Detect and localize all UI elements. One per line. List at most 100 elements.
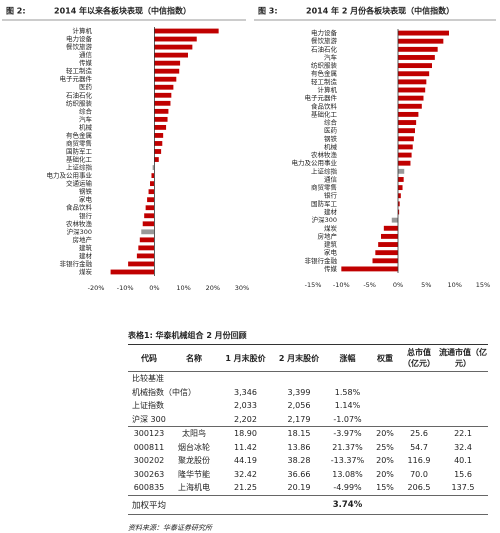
category-label: 餐饮旅游 — [66, 42, 93, 51]
cell: -4.99% — [333, 483, 362, 493]
x-tick-label: 20% — [206, 284, 220, 292]
bar — [138, 245, 155, 251]
category-label: 商贸零售 — [66, 138, 92, 147]
cell: -1.07% — [333, 414, 362, 424]
category-label: 家电 — [79, 195, 93, 204]
category-label: 电力设备 — [311, 28, 338, 37]
cell: 21.25 — [234, 483, 257, 493]
cell — [400, 399, 438, 413]
cell: 300263 — [133, 469, 165, 479]
bar — [398, 79, 427, 85]
category-label: 通信 — [79, 50, 93, 59]
bar — [154, 149, 162, 154]
bar — [383, 225, 398, 231]
cell: 3,399 — [287, 387, 311, 397]
row: 代码 名称 1 月末股价 2 月末股价 涨幅 权重 总市值（亿元） 流通市值（亿元） — [128, 345, 488, 372]
bar — [154, 68, 180, 74]
cell: 聚龙股份 — [178, 456, 210, 466]
row: 上证指数 2,033 2,056 1.14% — [128, 399, 488, 413]
bar — [128, 261, 155, 267]
row: 机械指数（中信） 3,346 3,399 1.58% — [128, 386, 488, 400]
bar — [398, 201, 400, 207]
category-label: 纺织服装 — [66, 98, 93, 107]
bar — [398, 46, 438, 52]
cell: 加权平均 — [128, 494, 325, 515]
category-label: 上证综指 — [311, 166, 338, 175]
cell — [370, 494, 400, 515]
category-label: 国防军工 — [66, 147, 93, 156]
cell: 太阳鸟 — [170, 426, 218, 441]
category-label: 基础化工 — [66, 155, 93, 164]
bar — [154, 28, 219, 34]
bar — [154, 157, 159, 162]
bar — [154, 60, 181, 66]
category-label: 银行 — [324, 191, 338, 200]
header-cell: 名称 — [170, 345, 218, 372]
bar — [398, 193, 401, 199]
cell: 70.0 — [410, 469, 428, 479]
bar — [398, 160, 411, 166]
cell: 38.28 — [287, 456, 311, 466]
row: 600835 上海机电 21.25 20.19 -4.99% 15% 206.5 137.5 — [128, 481, 488, 495]
bar — [398, 87, 426, 93]
bar — [142, 221, 155, 227]
cell: 21.37% — [332, 442, 363, 452]
cell: 25.6 — [400, 426, 438, 441]
x-tick-label: 10% — [176, 284, 190, 292]
bar — [398, 128, 415, 134]
cell: 3.74% — [325, 494, 370, 515]
cell — [370, 413, 400, 427]
table-section: 表格1: 华泰机械组合 2 月份回顾 代码 名称 1 月末股价 2 月末股价 涨幅 权重总… — [128, 330, 488, 533]
cell: 32.42 — [234, 469, 257, 479]
category-label: 机械 — [79, 122, 93, 131]
category-label: 医药 — [79, 82, 93, 91]
category-label: 计算机 — [73, 26, 93, 35]
category-label: 食品饮料 — [66, 203, 93, 212]
header-cell: 总市值（亿元） — [400, 345, 438, 372]
bar — [151, 173, 155, 179]
cell: 隆华节能 — [178, 469, 210, 479]
cell: 20% — [370, 426, 400, 441]
cell: 上证指数 — [132, 401, 164, 411]
cell: 18.90 — [218, 426, 273, 441]
cell: 54.7 — [410, 442, 428, 452]
category-label: 交通运输 — [66, 179, 93, 188]
x-tick-label: -10% — [333, 281, 350, 289]
cell: 1.58% — [334, 387, 361, 397]
row: 比较基准 — [128, 372, 488, 386]
cell: 116.9 — [407, 456, 431, 466]
category-label: 有色金属 — [66, 130, 92, 139]
cell: 600835 — [133, 483, 165, 493]
cell: 206.5 — [407, 483, 431, 493]
category-label: 医药 — [324, 126, 338, 135]
category-label: 汽车 — [324, 52, 338, 61]
cell: 25% — [376, 442, 394, 452]
header-cell: 流通市值（亿元） — [438, 345, 488, 372]
bar — [154, 92, 172, 98]
row: 000811 烟台冰轮 11.42 13.86 21.37% 25% 54.7 32.4 — [128, 441, 488, 455]
cell: 上海机电 — [178, 483, 210, 493]
bar — [398, 177, 404, 182]
category-label: 综合 — [79, 106, 93, 115]
category-label: 非银行金融 — [305, 256, 338, 265]
category-label: 上证综指 — [66, 163, 93, 172]
bar — [391, 217, 398, 223]
category-label: 农林牧渔 — [66, 219, 93, 228]
bar — [398, 111, 419, 117]
category-label: 建材 — [79, 251, 93, 260]
category-label: 煤炭 — [324, 223, 338, 232]
cell: 300123 — [128, 426, 170, 441]
cell — [438, 494, 488, 515]
bar — [154, 100, 171, 106]
cell: 20.19 — [287, 483, 311, 493]
category-label: 轻工制造 — [66, 66, 93, 75]
cell: 沪深 300 — [132, 414, 166, 424]
category-label: 机械 — [324, 142, 338, 151]
cell: -13.37% — [330, 456, 365, 466]
category-label: 电力及公用事业 — [47, 171, 93, 180]
bar — [152, 165, 155, 170]
bar — [398, 185, 403, 191]
category-label: 钢铁 — [324, 134, 338, 143]
bar — [398, 120, 417, 125]
